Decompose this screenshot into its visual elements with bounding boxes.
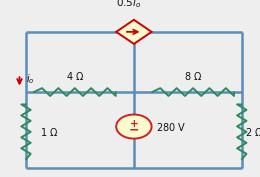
Text: $4\ \Omega$: $4\ \Omega$ (66, 70, 84, 82)
Text: $2\ \Omega$: $2\ \Omega$ (245, 126, 260, 138)
Text: $i_o$: $i_o$ (26, 72, 35, 86)
Text: $0.5i_o$: $0.5i_o$ (116, 0, 141, 10)
Circle shape (116, 115, 152, 139)
Text: $1\ \Omega$: $1\ \Omega$ (40, 126, 59, 138)
Text: +: + (129, 119, 138, 129)
Text: $8\ \Omega$: $8\ \Omega$ (184, 70, 202, 82)
Polygon shape (116, 20, 152, 44)
Text: $280\ \mathrm{V}$: $280\ \mathrm{V}$ (156, 121, 187, 133)
Text: −: − (129, 124, 139, 137)
